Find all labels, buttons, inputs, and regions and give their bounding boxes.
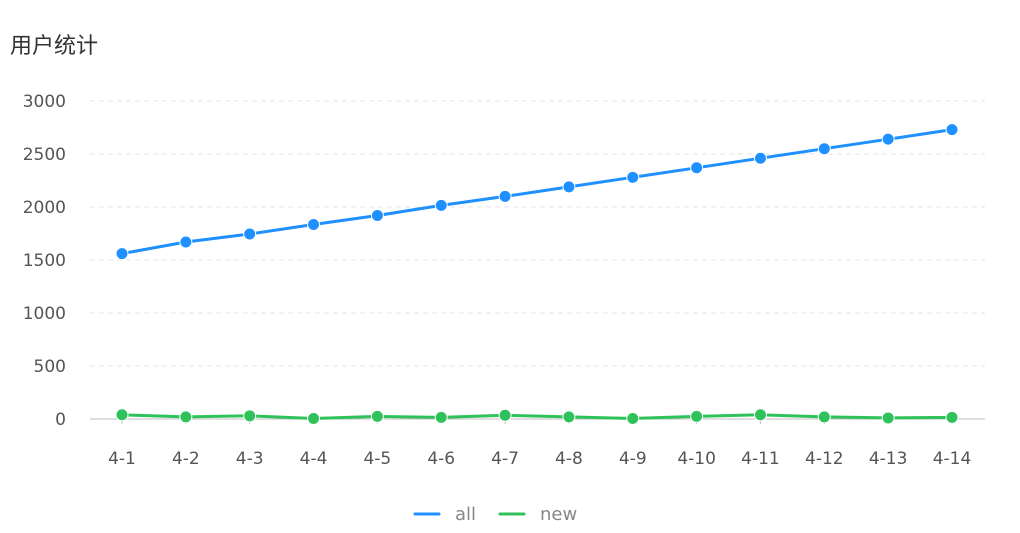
chart-title: 用户统计 (10, 34, 99, 59)
data-point-all (243, 227, 257, 241)
y-tick-label: 3000 (23, 92, 66, 112)
series-line-new (120, 413, 954, 420)
legend: all new (413, 504, 577, 525)
data-point-new (945, 410, 959, 424)
x-tick-label: 4-4 (300, 449, 328, 469)
x-tick-label: 4-10 (677, 449, 716, 469)
grid-lines (90, 100, 985, 367)
x-tick-label: 4-8 (555, 449, 583, 469)
x-tick-label: 4-1 (108, 449, 136, 469)
data-point-all (498, 189, 512, 203)
x-tick-label: 4-13 (869, 449, 908, 469)
y-tick-label: 1000 (23, 304, 66, 324)
data-point-new (881, 411, 895, 425)
data-point-all (434, 198, 448, 212)
data-point-all (626, 170, 640, 184)
data-point-new (562, 410, 576, 424)
x-tick-label: 4-11 (741, 449, 780, 469)
data-point-new (370, 409, 384, 423)
data-point-new (243, 409, 257, 423)
data-point-new (179, 410, 193, 424)
data-point-new (434, 410, 448, 424)
data-point-new (307, 411, 321, 425)
y-tick-label: 2000 (23, 198, 66, 218)
legend-label-all: all (455, 504, 476, 525)
data-point-all (179, 235, 193, 249)
data-point-all (945, 123, 959, 137)
x-tick-label: 4-2 (172, 449, 200, 469)
data-point-new (753, 408, 767, 422)
legend-label-new: new (540, 504, 577, 525)
axes: 0 500 1000 1500 2000 2500 3000 4-1 4-2 4-3 4-4 4-5 4… (23, 92, 985, 469)
x-tick-label: 4-6 (427, 449, 455, 469)
y-tick-label: 2500 (23, 145, 66, 165)
data-point-all (115, 247, 129, 261)
data-point-all (370, 208, 384, 222)
y-tick-label: 500 (34, 357, 66, 377)
data-point-new (498, 408, 512, 422)
data-point-new (626, 411, 640, 425)
data-point-all (690, 161, 704, 175)
data-point-all (753, 151, 767, 165)
data-point-new (690, 409, 704, 423)
series-line-all (120, 128, 954, 256)
y-tick-label: 1500 (23, 251, 66, 271)
x-tick-label: 4-9 (619, 449, 647, 469)
data-point-all (307, 217, 321, 231)
data-point-new (817, 410, 831, 424)
x-tick-label: 4-14 (933, 449, 972, 469)
x-tick-label: 4-3 (236, 449, 264, 469)
x-tick-label: 4-7 (491, 449, 519, 469)
y-tick-label: 0 (55, 410, 66, 430)
data-point-all (562, 180, 576, 194)
x-tick-label: 4-12 (805, 449, 844, 469)
data-point-all (817, 142, 831, 156)
data-point-new (115, 408, 129, 422)
series-lines (115, 123, 959, 425)
data-point-all (881, 132, 895, 146)
x-tick-label: 4-5 (363, 449, 391, 469)
